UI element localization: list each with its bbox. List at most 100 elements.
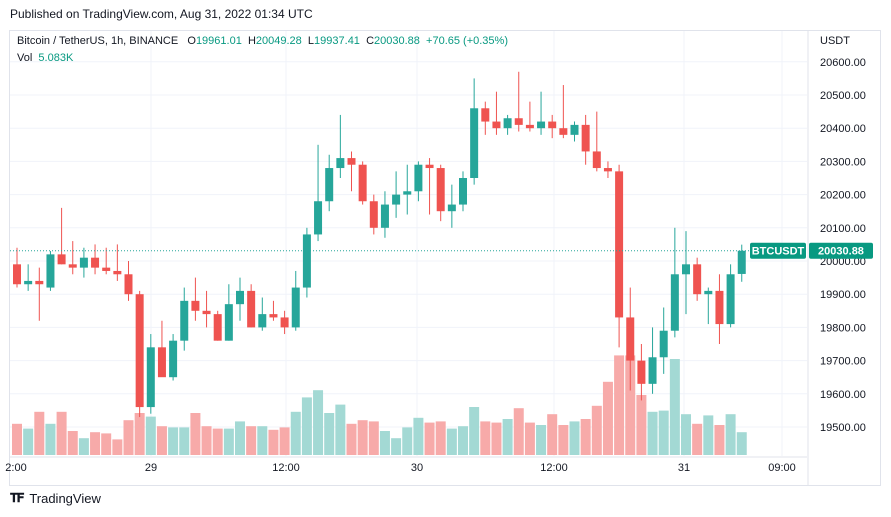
candle-body [180,300,189,341]
candle-body [603,168,612,172]
change-value: +70.65 (+0.35%) [426,35,508,47]
candle-body [392,194,401,205]
open-value: 19961.01 [195,35,242,47]
volume-bar [257,426,268,455]
time-tick-label: 2:00 [5,462,26,474]
volume-bar [223,428,234,455]
published-note: Published on TradingView.com, Aug 31, 20… [10,7,313,21]
candle-body [79,257,88,268]
volume-bar [602,381,613,455]
close-value: 20030.88 [374,35,420,47]
volume-bar [45,423,56,455]
candle-body [715,290,724,325]
volume-bar [469,407,480,455]
candle-body [191,300,200,311]
candle-body [403,191,412,195]
candle-body [615,171,624,318]
low-value: 19937.41 [314,35,360,47]
volume-bar [424,422,435,455]
price-tick-label: 19800.00 [820,322,866,334]
candle-body [236,290,244,305]
price-tick-label: 19600.00 [820,389,866,401]
volume-bar [513,408,524,455]
candle-body [358,164,367,202]
candle-body [447,204,456,212]
price-tick-label: 20300.00 [820,156,866,168]
low-label: L [307,35,315,47]
candle-body [347,158,356,165]
symbol-tag-bg [750,242,806,259]
candle-body [537,121,546,129]
time-tick-label: 12:00 [272,462,300,474]
candle-body [336,158,345,169]
volume-bar [112,439,123,455]
volume-bar [736,432,747,455]
candle-body [648,357,657,384]
volume-bar [12,423,22,455]
high-label: H [247,35,256,47]
candle-body [559,128,568,135]
candle-body [737,250,746,274]
volume-bar [636,395,647,455]
price-tick-label: 20100.00 [820,223,866,235]
price-tick-label: 19900.00 [820,289,866,301]
candle-body [135,294,144,408]
footer-brand[interactable]: TradingView [29,491,101,506]
candle-body [113,270,122,275]
candle-body [659,330,668,358]
volume-bar [34,411,45,455]
volume-bar [558,425,569,455]
candle-body [213,314,222,341]
volume-bar [268,429,279,455]
candle-body [280,317,289,328]
volume-bar [413,417,424,455]
price-axis-currency: USDT [820,35,850,47]
candle-body [247,290,256,328]
chart-legend: Bitcoin / TetherUS, 1h, BINANCE O19961.0… [17,35,508,47]
volume-bar [536,425,547,455]
candle-body [13,264,21,285]
volume-bar [346,423,357,455]
candle-body [146,347,155,408]
volume-bar [301,397,312,455]
candle-body [682,264,690,275]
volume-bar [681,414,691,455]
volume-layer [12,355,747,455]
symbol-tag-label: BTCUSDT [752,246,805,258]
candle-body [704,290,713,295]
volume-bar [480,421,491,455]
volume-bar [446,428,457,455]
volume-bar [580,419,591,455]
candle-body [492,121,501,129]
candle-body [626,317,635,361]
volume-bar [491,422,502,455]
candle-body [24,280,33,285]
volume-bar [725,414,736,455]
axis-layer: 20600.00 20500.00 20400.00 20300.00 20200.00… [5,31,873,486]
candle-body [514,118,523,125]
symbol-label: Bitcoin / TetherUS, 1h, BINANCE [17,35,179,47]
candle-body [91,257,100,268]
volume-bar [324,413,335,455]
volume-bar [123,420,134,455]
candle-body [459,178,467,205]
volume-bar [357,420,368,455]
volume-bar [201,426,212,455]
volume-bar [134,413,145,455]
volume-bar [90,432,101,455]
candle-body [481,108,490,122]
volume-bar [379,431,390,455]
time-tick-label: 09:00 [768,462,796,474]
candle-body [157,347,166,378]
candle-body [670,274,679,331]
volume-bar [78,438,89,455]
price-tick-label: 20000.00 [820,256,866,268]
candle-body [291,287,300,328]
candle-body [380,204,389,228]
candle-body [570,124,579,135]
time-tick-label: 12:00 [540,462,568,474]
price-tick-label: 20600.00 [820,57,866,69]
tradingview-logo-icon: 𝐓𝐅 [10,491,24,505]
candle-body [369,201,378,228]
